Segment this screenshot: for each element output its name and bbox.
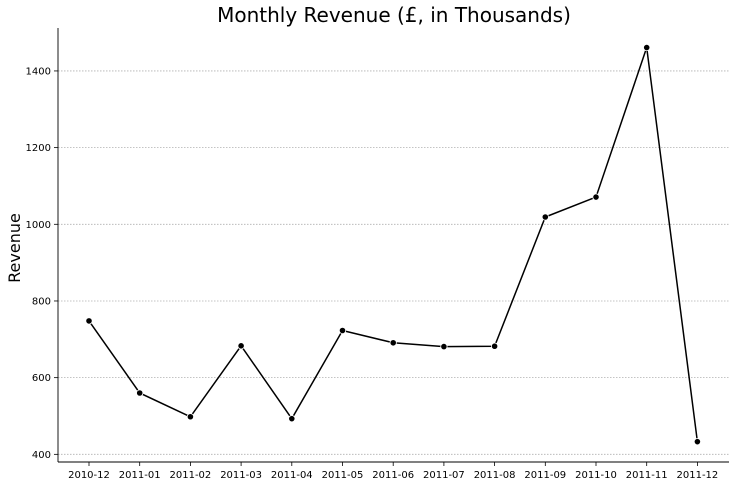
data-point-2011-06 bbox=[389, 339, 397, 347]
data-point-2011-02 bbox=[186, 413, 194, 421]
x-tick-label: 2011-04 bbox=[271, 470, 313, 481]
data-point-2011-08 bbox=[490, 342, 499, 350]
y-tick-label: 600 bbox=[32, 373, 51, 384]
y-tick-label: 1000 bbox=[26, 220, 51, 231]
x-tick-label: 2010-12 bbox=[68, 470, 110, 481]
data-point-2011-09 bbox=[541, 213, 549, 221]
data-point-2011-04 bbox=[288, 415, 296, 423]
y-tick-label: 1400 bbox=[26, 66, 51, 77]
y-tick-label: 400 bbox=[32, 450, 51, 461]
y-ticks: 400 600 800 1000 1200 1400 bbox=[26, 66, 58, 461]
x-ticks: 2010-12 2011-01 2011-02 2011-03 2011-04 2011-… bbox=[68, 462, 718, 481]
x-tick-label: 2011-01 bbox=[119, 470, 161, 481]
data-point-2010-12 bbox=[85, 317, 93, 325]
x-tick-label: 2011-11 bbox=[626, 470, 668, 481]
x-tick-label: 2011-12 bbox=[677, 470, 719, 481]
x-tick-label: 2011-08 bbox=[474, 470, 516, 481]
y-axis-label: Revenue bbox=[5, 213, 24, 283]
chart-title: Monthly Revenue (£, in Thousands) bbox=[217, 3, 571, 27]
series bbox=[85, 43, 702, 446]
y-tick-label: 800 bbox=[32, 296, 51, 307]
x-tick-label: 2011-03 bbox=[220, 470, 262, 481]
x-tick-label: 2011-07 bbox=[423, 470, 465, 481]
axes bbox=[57, 28, 729, 463]
data-point-2011-07 bbox=[440, 342, 448, 351]
data-point-2011-03 bbox=[237, 342, 245, 350]
data-point-2011-12 bbox=[693, 438, 702, 446]
x-tick-label: 2011-02 bbox=[170, 470, 212, 481]
y-tick-label: 1200 bbox=[26, 143, 51, 154]
data-point-2011-01 bbox=[136, 389, 144, 397]
x-tick-label: 2011-10 bbox=[575, 470, 617, 481]
x-tick-label: 2011-05 bbox=[322, 470, 364, 481]
data-point-2011-11 bbox=[643, 43, 651, 52]
x-tick-label: 2011-06 bbox=[372, 470, 414, 481]
data-point-2011-10 bbox=[592, 193, 600, 201]
gridlines bbox=[58, 70, 729, 455]
x-tick-label: 2011-09 bbox=[524, 470, 566, 481]
data-point-2011-05 bbox=[338, 326, 347, 335]
series-line bbox=[88, 47, 699, 442]
